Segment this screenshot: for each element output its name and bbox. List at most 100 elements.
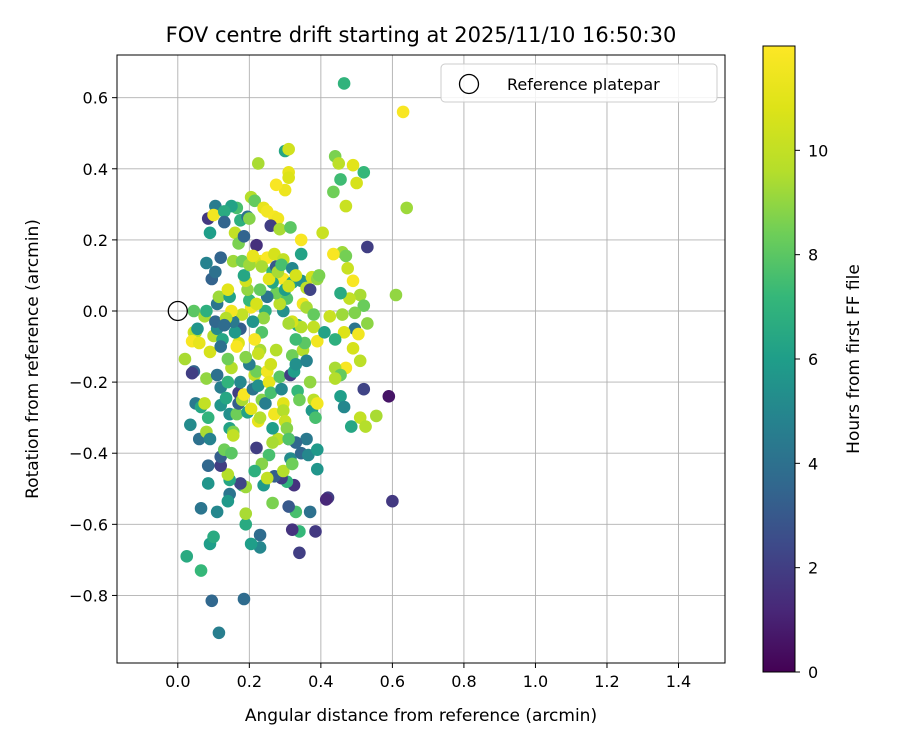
y-tick-label: 0.4: [83, 160, 108, 179]
data-point: [284, 221, 297, 234]
data-point: [257, 311, 270, 325]
colorbar-label: Hours from first FF file: [844, 264, 864, 454]
data-point: [275, 382, 288, 396]
data-point: [361, 240, 374, 254]
data-point: [210, 368, 224, 382]
data-point: [221, 352, 235, 366]
data-point: [253, 411, 267, 424]
data-point: [348, 306, 362, 320]
data-point: [346, 342, 360, 355]
data-point: [357, 166, 371, 179]
legend-label: Reference platepar: [507, 75, 660, 94]
legend: Reference platepar: [440, 63, 718, 103]
data-point: [214, 340, 228, 353]
data-point: [226, 254, 240, 268]
data-point: [259, 397, 272, 410]
data-point: [282, 171, 295, 184]
data-point: [310, 334, 324, 348]
data-point: [237, 592, 251, 606]
data-point: [187, 304, 201, 318]
data-point: [282, 279, 295, 293]
data-point: [400, 201, 413, 215]
data-point: [185, 366, 199, 380]
data-point: [277, 404, 290, 417]
data-point: [253, 528, 267, 542]
x-axis-ticks: 0.0 0.2 0.4 0.6 0.8 1.0 1.2 1.4: [165, 663, 691, 691]
data-point: [194, 564, 208, 577]
y-axis-ticks: 0.6 0.4 0.2 0.0 −0.2 −0.4 −0.6 −0.8: [69, 89, 117, 605]
data-point: [357, 382, 371, 396]
data-point: [289, 269, 303, 282]
data-point: [357, 299, 371, 312]
data-point: [203, 226, 217, 240]
data-point: [303, 283, 317, 296]
y-tick-label: 0.6: [83, 89, 108, 108]
data-point: [327, 247, 340, 261]
data-point: [350, 176, 363, 190]
colorbar-tick-label: 2: [808, 559, 818, 578]
data-point: [382, 390, 396, 403]
data-point: [273, 297, 287, 311]
data-point: [207, 208, 220, 222]
data-point: [251, 157, 265, 170]
data-point: [316, 226, 329, 240]
x-tick-label: 1.2: [594, 672, 619, 691]
data-point: [337, 77, 351, 90]
data-point: [221, 283, 235, 296]
data-point: [336, 308, 349, 321]
data-point: [237, 269, 251, 282]
data-point: [203, 432, 217, 446]
data-point: [244, 402, 258, 416]
data-point: [369, 409, 383, 423]
data-point: [264, 386, 278, 400]
data-point: [251, 347, 265, 360]
data-point: [273, 370, 287, 384]
data-point: [266, 496, 279, 510]
colorbar: [762, 45, 796, 673]
data-point: [212, 626, 226, 640]
data-point: [341, 262, 354, 275]
data-point: [255, 260, 269, 273]
x-tick-label: 0.2: [237, 672, 262, 691]
data-point: [282, 432, 295, 446]
data-point: [214, 251, 228, 264]
data-point: [226, 429, 240, 442]
legend-box: [440, 63, 718, 103]
data-point: [293, 546, 306, 560]
data-point: [266, 422, 279, 435]
data-point: [334, 173, 347, 186]
reference-marker: [167, 300, 188, 322]
colorbar-ticks: 0 2 4 6 8 10: [795, 141, 828, 682]
data-point: [239, 507, 253, 520]
x-axis-label: Angular distance from reference (arcmin): [245, 706, 597, 726]
data-point: [339, 199, 353, 213]
data-point: [244, 537, 258, 551]
data-point: [282, 142, 295, 156]
data-point: [339, 249, 353, 263]
data-point: [205, 594, 219, 608]
data-point: [235, 308, 249, 321]
data-point: [307, 308, 321, 321]
data-point: [300, 432, 313, 446]
data-point: [293, 393, 306, 407]
data-point: [318, 326, 331, 339]
data-point: [327, 185, 340, 199]
data-point: [386, 494, 399, 508]
data-point: [243, 212, 256, 225]
data-point: [303, 505, 317, 519]
grid: [117, 55, 725, 663]
data-point: [237, 230, 251, 243]
data-point: [346, 158, 360, 172]
y-tick-label: 0.0: [83, 302, 108, 321]
data-point: [250, 238, 263, 252]
data-point: [269, 178, 283, 192]
data-point: [230, 340, 244, 353]
data-point: [248, 194, 261, 208]
data-point: [207, 530, 220, 544]
colorbar-tick-label: 6: [808, 350, 818, 369]
data-point: [361, 317, 374, 330]
x-tick-label: 1.0: [523, 672, 548, 691]
data-point: [217, 205, 231, 218]
data-point: [262, 375, 276, 389]
